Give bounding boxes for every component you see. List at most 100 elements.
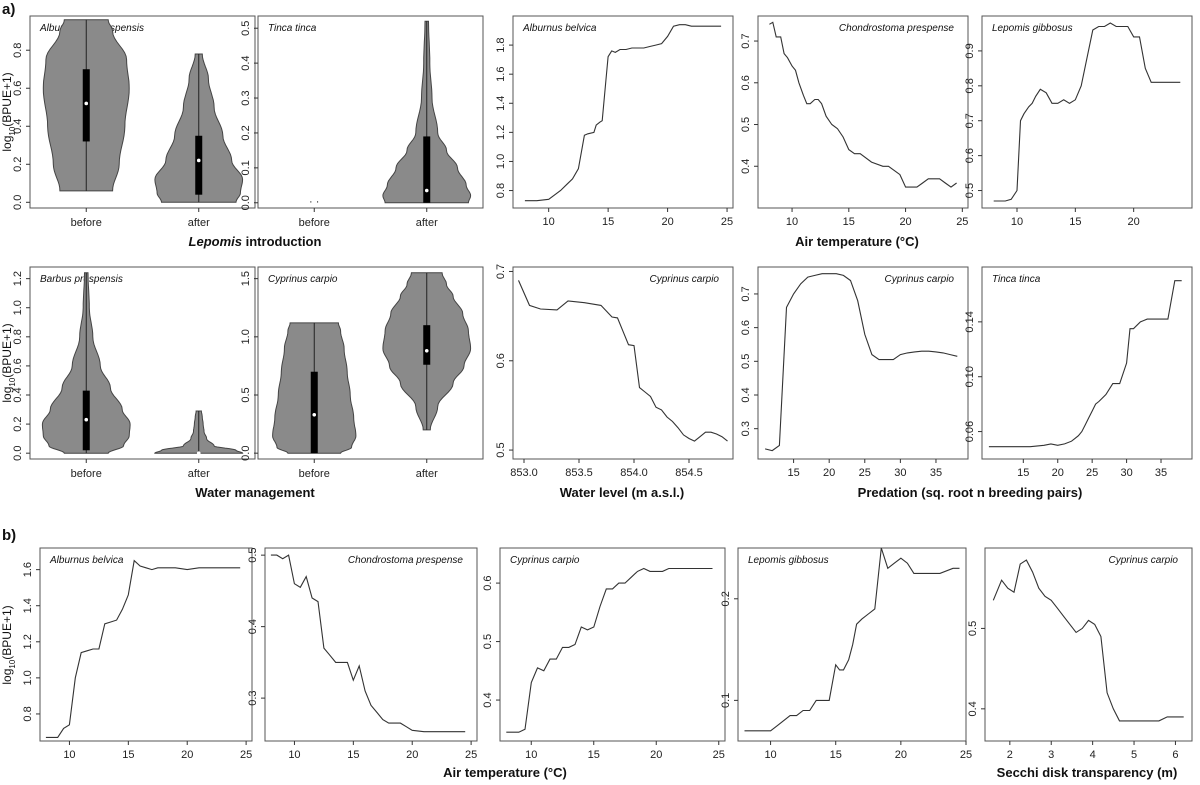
panel-frame bbox=[757, 15, 969, 209]
panel-a4: Chondrostoma prespense 0.4 0.5 0.6 0.7 10 15 20… bbox=[740, 15, 969, 228]
y-tick-label: 0.6 bbox=[12, 81, 24, 96]
x-tick-label: 15 bbox=[588, 749, 600, 761]
y-tick-label: 1.4 bbox=[495, 96, 507, 111]
x-tick-label: 20 bbox=[181, 749, 193, 761]
panel-title: Tinca tinca bbox=[992, 274, 1041, 285]
series-line bbox=[45, 559, 241, 738]
y-axis-label-row1: log10(BPUE+1) bbox=[0, 72, 17, 151]
series-line bbox=[517, 280, 728, 442]
x-tick-label: 853.0 bbox=[510, 467, 538, 479]
x-tick-label: 35 bbox=[930, 467, 942, 479]
panel-title: Lepomis gibbosus bbox=[992, 23, 1073, 34]
panel-frame bbox=[512, 266, 734, 460]
panel-b3: Cyprinus carpio 0.4 0.5 0.6 10 15 20 25 bbox=[482, 547, 726, 761]
y-tick-label: 0.5 bbox=[740, 354, 752, 369]
y-tick-label: 0.2 bbox=[240, 125, 252, 140]
y-tick-label: 0.7 bbox=[964, 113, 976, 128]
y-tick-label: 0.2 bbox=[720, 591, 732, 606]
x-tick-label: 10 bbox=[764, 749, 776, 761]
panel-a1: Alburnoides prespensis0.00.20.40.60.8bef… bbox=[12, 15, 256, 229]
x-tick-label: 25 bbox=[240, 749, 252, 761]
y-tick-label: 0.3 bbox=[740, 421, 752, 436]
violin-median-dot bbox=[424, 348, 429, 353]
x-tick-label: 10 bbox=[288, 749, 300, 761]
panel-title: Cyprinus carpio bbox=[650, 274, 720, 285]
y-tick-label: 1.4 bbox=[22, 598, 34, 613]
y-tick-label: 0.14 bbox=[964, 311, 976, 332]
y-tick-label: 1.0 bbox=[12, 300, 24, 315]
y-tick-label: 0.6 bbox=[964, 148, 976, 163]
panel-a10: Tinca tinca 0.06 0.10 0.14 15 20 25 30 35 bbox=[964, 266, 1193, 479]
y-tick-label: 1.0 bbox=[22, 670, 34, 685]
panel-frame bbox=[981, 266, 1193, 460]
y-tick-label: 0.5 bbox=[240, 387, 252, 402]
panel-frame bbox=[981, 15, 1193, 209]
x-tick-label: 3 bbox=[1048, 749, 1054, 761]
x-tick-label: 854.5 bbox=[675, 467, 703, 479]
x-tick-label: 10 bbox=[63, 749, 75, 761]
x-tick-label: 20 bbox=[1128, 216, 1140, 228]
x-category-label: after bbox=[416, 217, 438, 229]
series-line bbox=[988, 280, 1182, 448]
x-tick-label: 15 bbox=[1017, 467, 1029, 479]
x-axis-label-air-temperature-a-part: Air temperature (°C) bbox=[795, 234, 919, 249]
series-line bbox=[524, 24, 722, 202]
y-tick-label: 0.06 bbox=[964, 421, 976, 442]
panel-frame bbox=[29, 15, 256, 209]
x-axis-label-air-temperature-b-part: Air temperature (°C) bbox=[443, 765, 567, 780]
y-tick-label: 0.1 bbox=[720, 693, 732, 708]
x-axis-label-water-management: Water management bbox=[195, 485, 315, 500]
y-tick-label: 0.8 bbox=[12, 329, 24, 344]
x-tick-label: 10 bbox=[543, 216, 555, 228]
ylabel-rest: (BPUE+1) bbox=[0, 605, 14, 659]
y-tick-label: 0.5 bbox=[740, 117, 752, 132]
y-tick-label: 1.2 bbox=[22, 634, 34, 649]
series-line bbox=[769, 21, 957, 188]
y-tick-label: 0.3 bbox=[247, 690, 259, 705]
panel-frame bbox=[499, 547, 726, 742]
panel-frame bbox=[737, 547, 967, 742]
x-axis-label-air-temperature-b: Air temperature (°C) bbox=[443, 765, 567, 780]
x-tick-label: 25 bbox=[721, 216, 733, 228]
x-tick-label: 15 bbox=[347, 749, 359, 761]
panel-title: Alburnus belvica bbox=[522, 23, 597, 34]
panel-b2: Chondrostoma prespense 0.3 0.4 0.5 10 15 20 25 bbox=[247, 547, 478, 761]
ylabel-main: log bbox=[0, 669, 14, 685]
x-axis-label-water-level: Water level (m a.s.l.) bbox=[560, 485, 685, 500]
x-category-label: before bbox=[71, 217, 102, 229]
x-tick-label: 10 bbox=[786, 216, 798, 228]
y-tick-label: 0.6 bbox=[12, 358, 24, 373]
y-tick-label: 0.3 bbox=[240, 90, 252, 105]
ylabel-subscript: 10 bbox=[8, 126, 17, 135]
y-tick-label: 0.5 bbox=[482, 634, 494, 649]
x-tick-label: 854.0 bbox=[620, 467, 648, 479]
panel-title: Cyprinus carpio bbox=[268, 274, 338, 285]
violin-iqr-box bbox=[82, 69, 90, 142]
x-tick-label: 15 bbox=[843, 216, 855, 228]
panel-title: Lepomis gibbosus bbox=[748, 555, 829, 566]
panel-b5: Cyprinus carpio 0.4 0.5 2 3 4 5 6 bbox=[967, 547, 1193, 761]
y-tick-label: 0.4 bbox=[240, 55, 252, 70]
y-tick-label: 0.0 bbox=[240, 195, 252, 210]
ylabel-subscript: 10 bbox=[8, 659, 17, 668]
violin-median-dot bbox=[424, 188, 429, 193]
y-tick-label: 0.0 bbox=[240, 446, 252, 461]
series-line bbox=[506, 567, 713, 733]
x-category-label: before bbox=[299, 468, 330, 480]
y-tick-label: 0.4 bbox=[247, 619, 259, 634]
panel-title: Cyprinus carpio bbox=[510, 555, 580, 566]
y-tick-label: 0.7 bbox=[740, 286, 752, 301]
y-tick-label: 0.5 bbox=[495, 442, 507, 457]
y-tick-label: 1.2 bbox=[12, 271, 24, 286]
violin-median-dot bbox=[84, 101, 89, 106]
x-tick-label: 15 bbox=[830, 749, 842, 761]
panel-frame bbox=[512, 15, 734, 209]
panel-title: Cyprinus carpio bbox=[1109, 555, 1179, 566]
y-tick-label: 0.0 bbox=[12, 446, 24, 461]
y-tick-label: 0.5 bbox=[964, 183, 976, 198]
y-tick-label: 0.4 bbox=[740, 159, 752, 174]
panel-a6: Barbus prespensis 0.0 0.2 0.4 0.6 0.8 1.0 1.2 be… bbox=[12, 266, 256, 480]
y-tick-label: 0.4 bbox=[482, 692, 494, 707]
violin-median-dot bbox=[196, 158, 201, 163]
